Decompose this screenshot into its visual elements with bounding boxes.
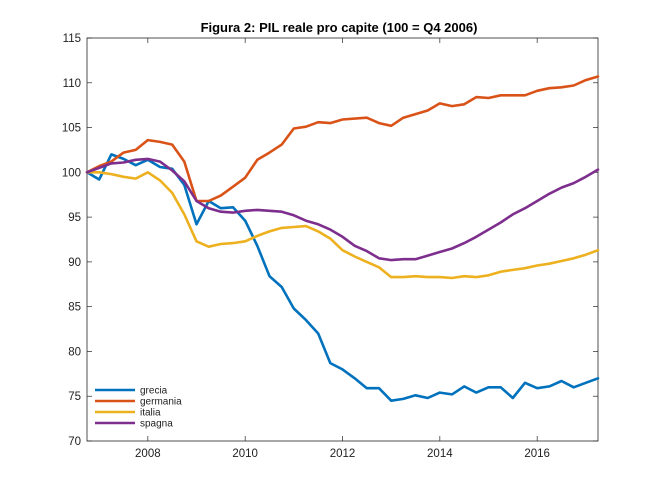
y-tick-label: 85 [68, 302, 81, 314]
plot-area [86, 37, 599, 442]
series-line-grecia [85, 153, 600, 403]
y-tick-label: 105 [62, 123, 81, 135]
legend-label-grecia: grecia [140, 386, 168, 397]
x-tick-label: 2010 [232, 448, 258, 460]
x-tick-label: 2012 [330, 448, 356, 460]
series-group [85, 75, 600, 403]
plot-frame [86, 37, 599, 442]
x-tick-label: 2014 [427, 448, 453, 460]
legend-label-italia: italia [140, 408, 161, 419]
series-line-spagna [85, 157, 600, 262]
x-axis: 2008 2010 2012 2014 2016 [135, 38, 550, 460]
y-tick-label: 90 [68, 257, 81, 269]
y-tick-label: 75 [68, 391, 81, 403]
chart-title: Figura 2: PIL reale pro capite (100 = Q4… [201, 20, 478, 35]
y-tick-label: 100 [62, 167, 81, 179]
y-tick-label: 95 [68, 212, 81, 224]
series-line-germania [85, 75, 600, 203]
y-tick-label: 70 [68, 436, 81, 448]
y-tick-label: 80 [68, 346, 81, 358]
legend-label-spagna: spagna [140, 419, 173, 430]
x-tick-label: 2016 [524, 448, 550, 460]
x-tick-label: 2008 [135, 448, 161, 460]
series-line-italia [85, 171, 600, 280]
y-tick-label: 115 [63, 33, 81, 45]
y-tick-label: 110 [63, 78, 81, 90]
legend-label-germania: germania [140, 397, 182, 408]
y-axis: 70 75 80 85 90 95 100 105 110 115 [62, 33, 598, 448]
